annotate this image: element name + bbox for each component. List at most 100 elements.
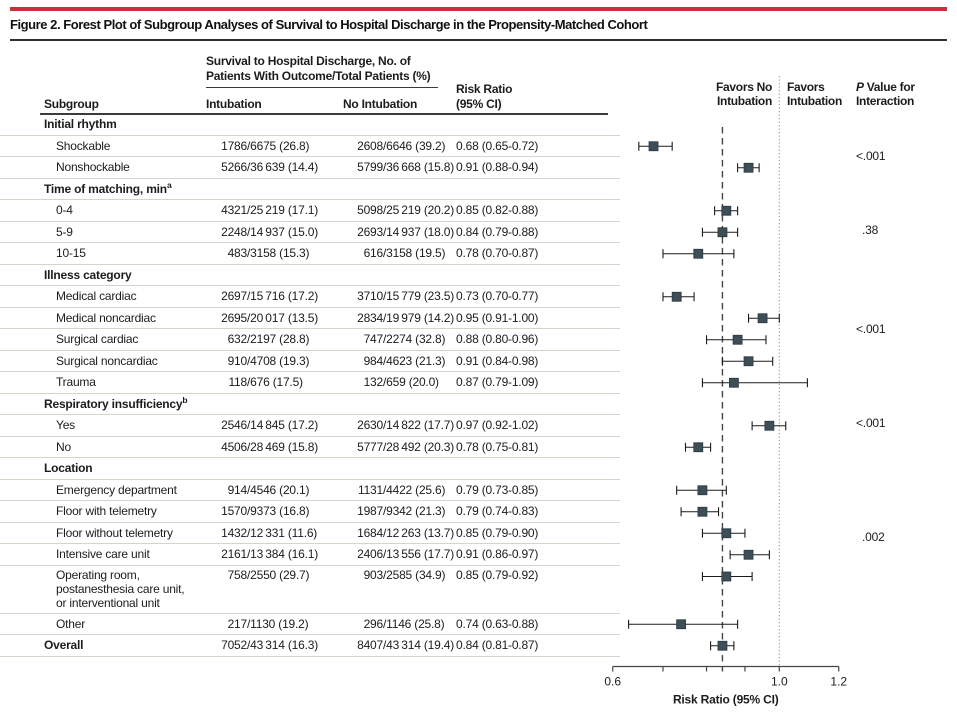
risk-ratio-value: 0.85 (0.79-0.90)	[456, 526, 538, 540]
table-row: 5-92248/14 937 (15.0)2693/14 937 (18.0)0…	[0, 222, 620, 244]
x-axis-tick-label: 1.2	[830, 675, 847, 689]
risk-ratio-value: 0.97 (0.92-1.02)	[456, 418, 538, 432]
subgroup-label: Location	[44, 461, 92, 475]
subgroup-label: Surgical cardiac	[56, 332, 138, 346]
no-intubation-numerator: 984	[316, 354, 383, 368]
x-axis-tick-label: 0.6	[604, 675, 621, 689]
subgroup-label: Operating room,postanesthesia care unit,…	[56, 568, 184, 611]
title-rule	[10, 39, 947, 41]
table-row: Overall7052/43 314 (16.3)8407/43 314 (19…	[0, 635, 620, 657]
forest-marker	[681, 507, 718, 516]
table-row: Emergency department914/4546 (20.1)1131/…	[0, 480, 620, 502]
risk-ratio-value: 0.85 (0.79-0.92)	[456, 568, 538, 582]
forest-marker	[702, 572, 752, 581]
intubation-value: /3158 (15.3)	[247, 246, 309, 260]
risk-ratio-value: 0.84 (0.81-0.87)	[456, 638, 538, 652]
risk-ratio-value: 0.79 (0.74-0.83)	[456, 504, 538, 518]
subgroup-label: 10-15	[56, 246, 86, 260]
risk-ratio-value: 0.87 (0.79-1.09)	[456, 375, 538, 389]
no-intubation-numerator: 616	[316, 246, 383, 260]
no-intubation-value: /25 219 (20.2)	[383, 203, 454, 217]
subgroup-label: Trauma	[56, 375, 96, 389]
no-intubation-numerator: 747	[316, 332, 383, 346]
subgroup-label: Other	[56, 617, 85, 631]
intubation-value: /6675 (26.8)	[247, 139, 309, 153]
subgroup-label: 0-4	[56, 203, 73, 217]
risk-ratio-value: 0.91 (0.86-0.97)	[456, 547, 538, 561]
forest-marker	[715, 206, 738, 215]
intubation-numerator: 483	[180, 246, 247, 260]
subgroup-label: Floor without telemetry	[56, 526, 173, 540]
group-header-row: Illness category	[0, 265, 620, 287]
no-intubation-numerator: 132	[316, 375, 383, 389]
intubation-value: /36 639 (14.4)	[247, 160, 318, 174]
p-value-interaction: <.001	[856, 149, 885, 163]
table-row: Other217/1130 (19.2)296/1146 (25.8)0.74 …	[0, 614, 620, 636]
intubation-numerator: 2697	[180, 289, 247, 303]
intubation-value: /9373 (16.8)	[247, 504, 309, 518]
no-intubation-value: /2274 (32.8)	[383, 332, 445, 346]
forest-marker	[752, 421, 786, 430]
intubation-value: /4708 (19.3)	[247, 354, 309, 368]
risk-ratio-value: 0.73 (0.70-0.77)	[456, 289, 538, 303]
subgroup-label: Emergency department	[56, 483, 177, 497]
no-intubation-value: /36 668 (15.8)	[383, 160, 454, 174]
subgroup-label: Surgical noncardiac	[56, 354, 158, 368]
group-header-row: Location	[0, 458, 620, 480]
no-intubation-numerator: 296	[316, 617, 383, 631]
no-intubation-value: /14 937 (18.0)	[383, 225, 454, 239]
risk-ratio-value: 0.74 (0.63-0.88)	[456, 617, 538, 631]
forest-marker	[663, 292, 694, 301]
subgroup-label: Medical noncardiac	[56, 311, 156, 325]
subgroup-label: Initial rhythm	[44, 117, 117, 131]
subgroup-table-rows: Initial rhythmShockable1786/6675 (26.8)2…	[0, 114, 620, 657]
intubation-value: /2197 (28.8)	[247, 332, 309, 346]
subgroup-label: Respiratory insufficiencyb	[44, 397, 187, 411]
forest-marker	[685, 443, 710, 452]
no-intubation-numerator: 903	[316, 568, 383, 582]
x-axis-tick-label: 1.0	[771, 675, 788, 689]
intubation-numerator: 632	[180, 332, 247, 346]
intubation-value: /13 384 (16.1)	[247, 547, 318, 561]
forest-marker	[711, 641, 734, 650]
forest-marker	[749, 314, 780, 323]
intubation-numerator: 914	[180, 483, 247, 497]
intubation-numerator: 1570	[180, 504, 247, 518]
no-intubation-value: /659 (20.0)	[383, 375, 439, 389]
table-row: Floor with telemetry 1570/9373 (16.8) 1987…	[0, 501, 620, 523]
forest-marker	[738, 163, 760, 172]
no-intubation-value: /2585 (34.9)	[383, 568, 445, 582]
top-accent-bar	[10, 7, 947, 11]
forest-marker	[677, 486, 727, 495]
table-row: Floor without telemetry1432/12 331 (11.6…	[0, 523, 620, 545]
no-intubation-numerator: 1987	[316, 504, 383, 518]
table-row: Yes2546/14 845 (17.2)2630/14 822 (17.7)0…	[0, 415, 620, 437]
no-intubation-value: /13 556 (17.7)	[383, 547, 454, 561]
intubation-value: /12 331 (11.6)	[247, 526, 317, 540]
risk-ratio-value: 0.68 (0.65-0.72)	[456, 139, 538, 153]
intubation-value: /4546 (20.1)	[247, 483, 309, 497]
no-intubation-value: /43 314 (19.4)	[383, 638, 454, 652]
intubation-numerator: 118	[180, 375, 247, 389]
intubation-value: /676 (17.5)	[247, 375, 303, 389]
intubation-value: /25 219 (17.1)	[247, 203, 318, 217]
favors-intubation-label: Favors Intubation	[787, 80, 842, 108]
no-intubation-numerator: 2406	[316, 547, 383, 561]
forest-marker	[663, 249, 734, 258]
column-header-intubation: Intubation	[206, 97, 261, 112]
risk-ratio-header-line1: Risk Ratio	[456, 82, 512, 97]
subgroup-label: Nonshockable	[56, 160, 130, 174]
group-header-row: Initial rhythm	[0, 114, 620, 136]
no-intubation-value: /6646 (39.2)	[383, 139, 445, 153]
no-intubation-numerator: 2608	[316, 139, 383, 153]
forest-marker	[730, 550, 769, 559]
intubation-numerator: 758	[180, 568, 247, 582]
x-axis-title: Risk Ratio (95% CI)	[673, 693, 779, 707]
subgroup-label: Overall	[44, 638, 83, 652]
table-row: Intensive care unit2161/13 384 (16.1)240…	[0, 544, 620, 566]
subgroup-label: Floor with telemetry	[56, 504, 157, 518]
no-intubation-value: /12 263 (13.7)	[383, 526, 454, 540]
subgroup-label: Medical cardiac	[56, 289, 136, 303]
forest-marker	[639, 142, 672, 151]
spanning-header-line1: Survival to Hospital Discharge, No. of	[206, 54, 430, 69]
